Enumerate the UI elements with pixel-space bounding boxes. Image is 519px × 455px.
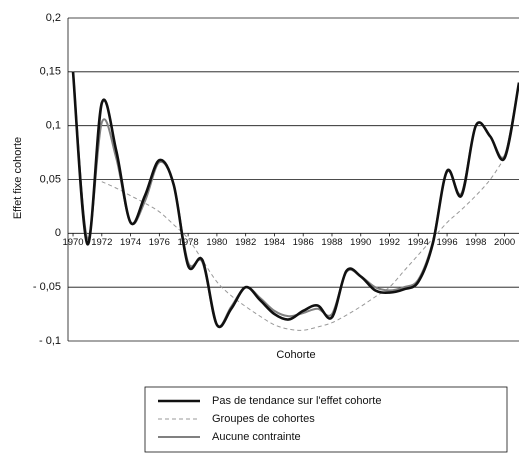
series-line: [72, 71, 519, 328]
y-tick-label: 0,05: [40, 173, 61, 185]
x-axis-label: Cohorte: [276, 349, 315, 361]
x-tick-label: 1986: [293, 237, 314, 248]
y-tick-label: 0,1: [46, 120, 61, 132]
x-tick-label: 1982: [235, 237, 256, 248]
x-tick-label: 1998: [465, 237, 486, 248]
x-tick-label: 1984: [264, 237, 285, 248]
x-tick-label: 1994: [408, 237, 429, 248]
x-tick-label: 1974: [120, 237, 141, 248]
x-tick-label: 1972: [91, 237, 112, 248]
x-tick-label: 1988: [321, 237, 342, 248]
legend-box: [144, 386, 508, 453]
y-tick-label: - 0,1: [39, 335, 61, 347]
x-tick-label: 1976: [149, 237, 170, 248]
legend-label: Groupes de cohortes: [212, 413, 315, 425]
y-tick-label: 0: [55, 227, 61, 239]
x-tick-label: 1996: [436, 237, 457, 248]
x-tick-label: 1990: [350, 237, 371, 248]
y-tick-label: 0,15: [40, 66, 61, 78]
legend-label: Aucune contrainte: [212, 431, 301, 443]
y-tick-label: - 0,05: [33, 281, 61, 293]
series-line: [71, 71, 519, 329]
x-tick-label: 1992: [379, 237, 400, 248]
y-tick-label: 0,2: [46, 12, 61, 24]
x-tick-label: 1980: [206, 237, 227, 248]
x-tick-label: 1970: [62, 237, 83, 248]
x-tick-label: 1978: [178, 237, 199, 248]
series-line: [101, 157, 506, 331]
legend-label: Pas de tendance sur l'effet cohorte: [212, 395, 381, 407]
y-axis-label: Effet fixe cohorte: [12, 137, 24, 219]
x-tick-label: 2000: [494, 237, 515, 248]
